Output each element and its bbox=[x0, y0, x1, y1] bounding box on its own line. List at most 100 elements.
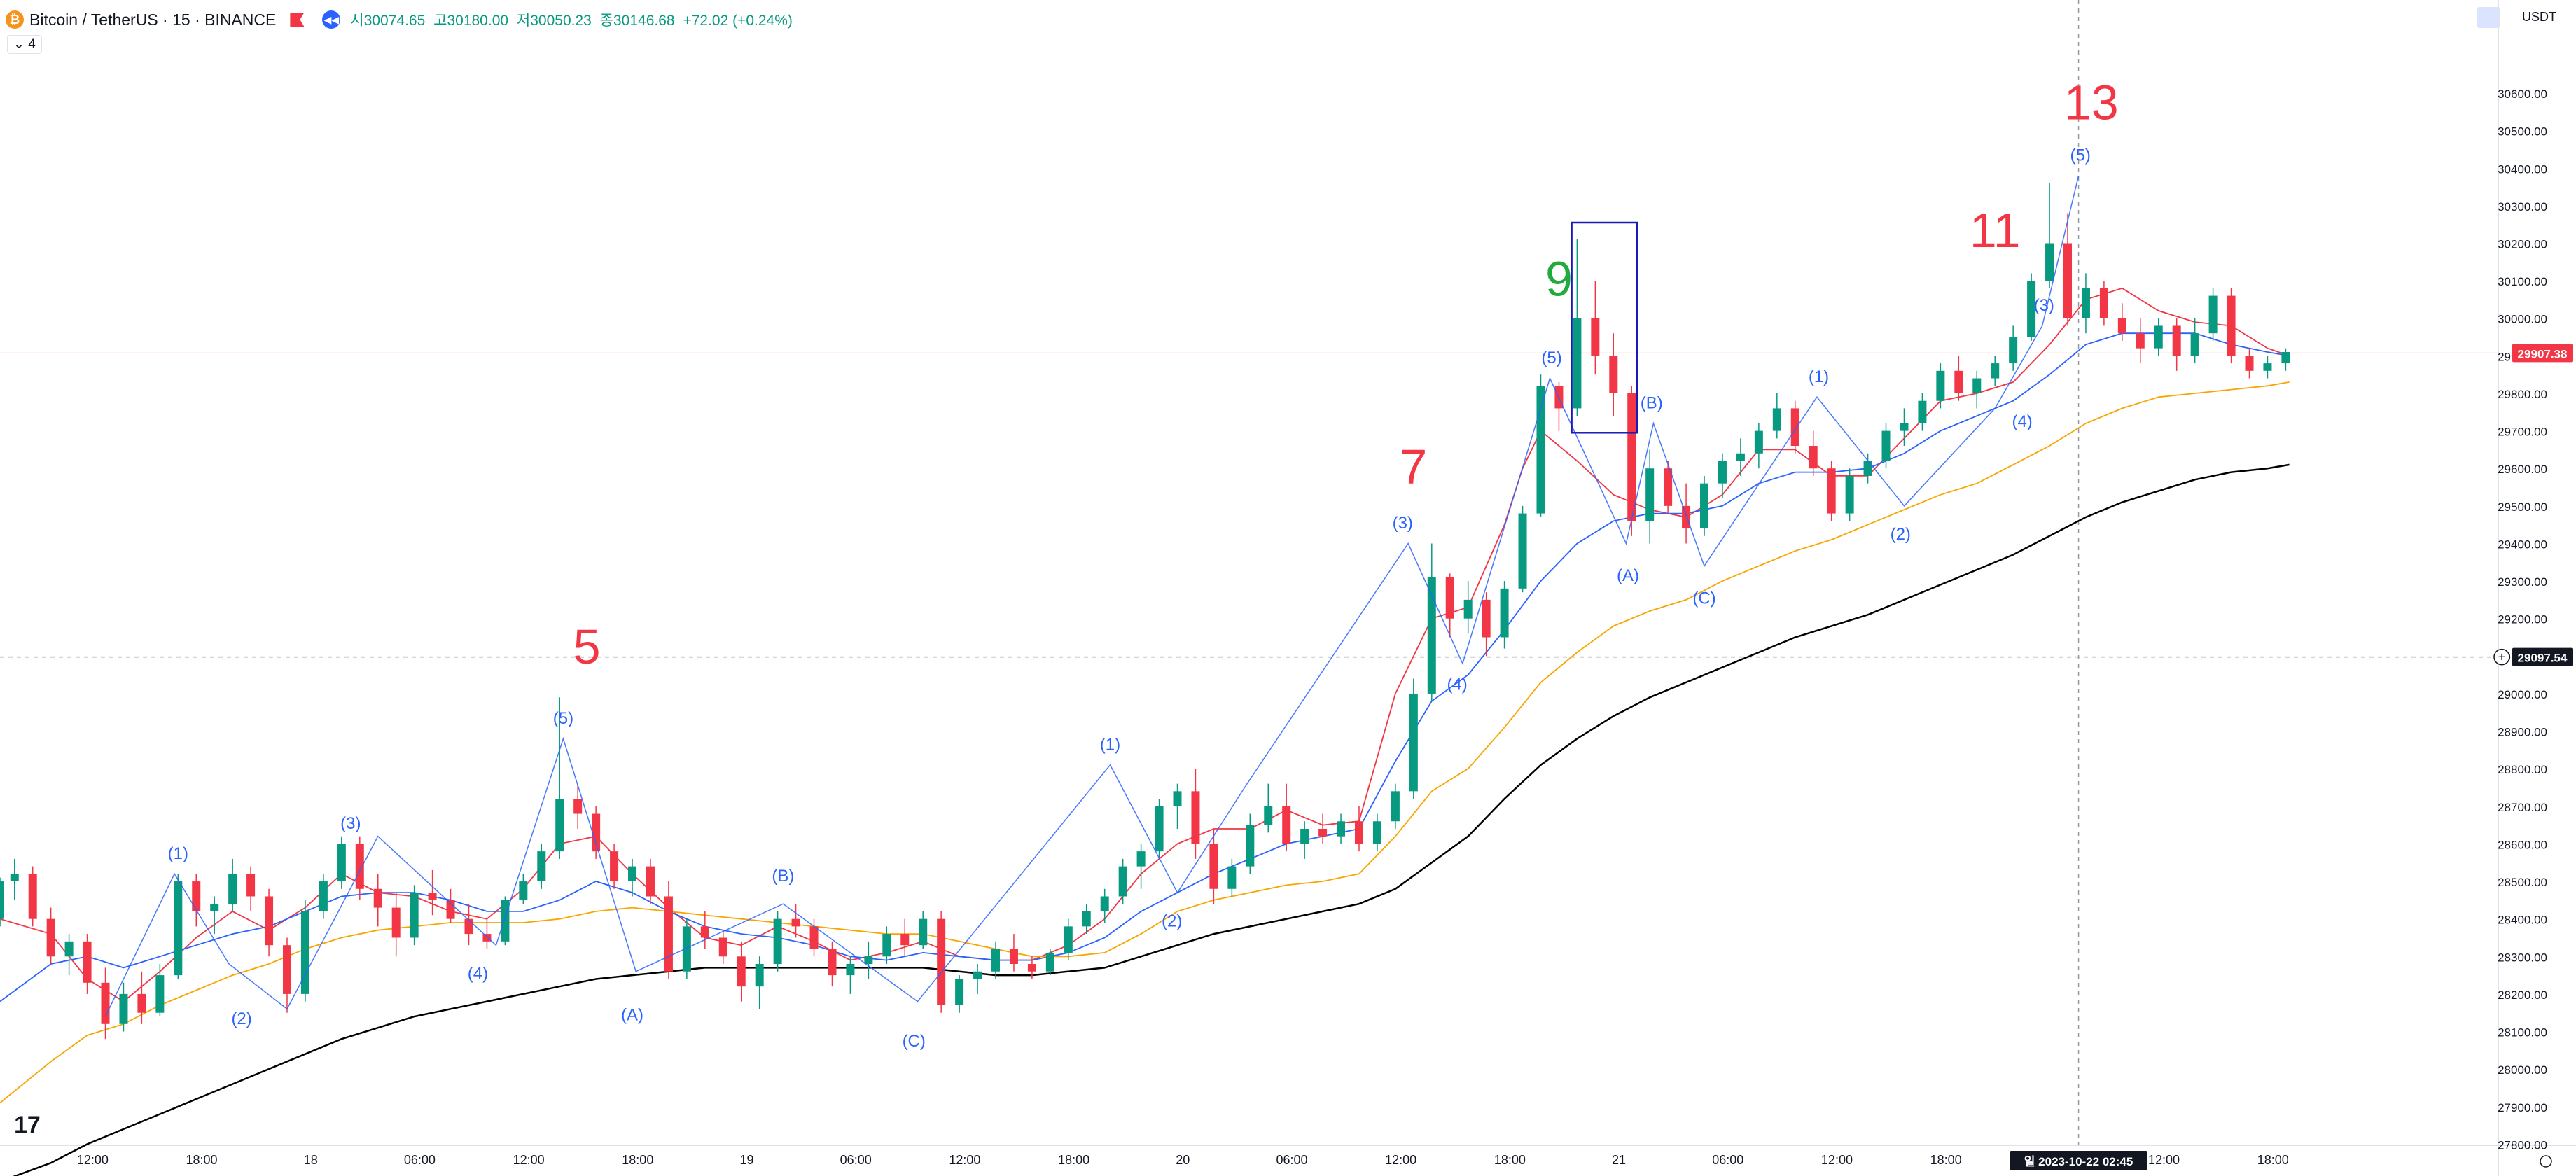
candle-body bbox=[1700, 483, 1709, 529]
x-tick-label: 12:00 bbox=[513, 1153, 545, 1167]
candle-body bbox=[2172, 326, 2181, 356]
candle-body bbox=[1918, 400, 1927, 424]
candle-body bbox=[955, 979, 964, 1005]
candle-body bbox=[1664, 468, 1673, 506]
y-tick-label: 30500.00 bbox=[2498, 125, 2547, 139]
wave-label: (A) bbox=[1617, 566, 1639, 585]
y-tick-label: 28100.00 bbox=[2498, 1026, 2547, 1040]
count-annotation: 9 bbox=[1545, 252, 1573, 307]
change-value: +72.02 (+0.24%) bbox=[683, 13, 793, 29]
wave-label: (B) bbox=[772, 867, 794, 886]
candle-body bbox=[428, 892, 437, 900]
candle-body bbox=[1627, 393, 1636, 522]
candle-body bbox=[246, 874, 256, 897]
candle-body bbox=[2245, 356, 2254, 371]
wave-label: (1) bbox=[168, 844, 188, 863]
y-tick-label: 29500.00 bbox=[2498, 500, 2547, 514]
y-tick-label: 28800.00 bbox=[2498, 763, 2547, 776]
candle-body bbox=[2045, 243, 2054, 281]
y-tick-label: 29200.00 bbox=[2498, 613, 2547, 626]
candle-body bbox=[482, 934, 492, 941]
candle-body bbox=[174, 881, 183, 976]
x-tick-label: 18:00 bbox=[622, 1153, 653, 1167]
wave-label: (1) bbox=[1809, 368, 1829, 386]
candle-body bbox=[755, 964, 764, 987]
y-tick-label: 30400.00 bbox=[2498, 162, 2547, 176]
candle-body bbox=[2027, 281, 2036, 337]
crosshair-time-label: 일 2023-10-22 02:45 bbox=[2024, 1155, 2133, 1168]
candle-body bbox=[610, 851, 619, 882]
x-tick-label: 06:00 bbox=[1712, 1153, 1743, 1167]
y-tick-label: 28700.00 bbox=[2498, 801, 2547, 814]
candle-body bbox=[2190, 333, 2199, 356]
candle-body bbox=[2263, 363, 2272, 371]
open-value: 시30074.65 bbox=[350, 13, 426, 29]
wave-label: (2) bbox=[1162, 911, 1182, 930]
wave-label: (B) bbox=[1641, 393, 1663, 412]
currency-selector[interactable]: USDT bbox=[2522, 10, 2556, 24]
candle-body bbox=[2136, 333, 2145, 349]
y-tick-label: 29000.00 bbox=[2498, 688, 2547, 701]
y-tick-label: 27900.00 bbox=[2498, 1101, 2547, 1114]
candle-body bbox=[1718, 461, 1727, 484]
candle-body bbox=[101, 982, 110, 1024]
candle-body bbox=[1827, 468, 1836, 514]
candle-body bbox=[1337, 821, 1346, 836]
candle-body bbox=[973, 971, 982, 979]
candle-body bbox=[1391, 791, 1400, 822]
x-tick-label: 12:00 bbox=[77, 1153, 109, 1167]
candle-body bbox=[1900, 423, 1909, 431]
candle-body bbox=[2208, 295, 2218, 334]
symbol-title[interactable]: Bitcoin / TetherUS · 15 · BINANCE bbox=[29, 10, 277, 29]
gear-icon bbox=[2540, 1155, 2552, 1168]
candle-body bbox=[1991, 363, 2000, 379]
count-annotation: 11 bbox=[1970, 203, 2021, 258]
y-tick-label: 27800.00 bbox=[2498, 1138, 2547, 1152]
candle-body bbox=[1591, 318, 1600, 356]
candle-body bbox=[1863, 461, 1872, 476]
candle-body bbox=[1936, 370, 1945, 401]
x-tick-label: 12:00 bbox=[2148, 1153, 2180, 1167]
replay-icon[interactable]: ◀◀ bbox=[322, 10, 341, 29]
candle-body bbox=[1754, 430, 1763, 454]
candle-body bbox=[410, 892, 419, 938]
y-tick-label: 30300.00 bbox=[2498, 200, 2547, 214]
candle-body bbox=[137, 993, 146, 1013]
candle-body bbox=[519, 881, 528, 900]
candle-body bbox=[1772, 408, 1781, 431]
candle-body bbox=[900, 934, 910, 946]
x-tick-label: 18 bbox=[304, 1153, 318, 1167]
wave-label: (4) bbox=[468, 964, 488, 983]
candle-body bbox=[555, 799, 564, 852]
y-tick-label: 29300.00 bbox=[2498, 575, 2547, 589]
candle-body bbox=[1536, 386, 1545, 514]
candle-body bbox=[28, 874, 37, 919]
indicators-toggle[interactable]: ⌄ 4 bbox=[7, 35, 42, 54]
count-annotation: 5 bbox=[573, 620, 601, 674]
candle-body bbox=[1518, 513, 1527, 589]
screenshot-button[interactable] bbox=[2477, 7, 2500, 28]
x-tick-label: 18:00 bbox=[186, 1153, 218, 1167]
candle-body bbox=[319, 881, 328, 911]
candle-body bbox=[700, 926, 709, 938]
candle-body bbox=[2009, 337, 2018, 364]
candle-body bbox=[300, 911, 309, 994]
count-annotation: 7 bbox=[1400, 440, 1427, 494]
candle-body bbox=[2117, 318, 2126, 334]
wave-label: (5) bbox=[1541, 349, 1561, 368]
candle-body bbox=[1809, 446, 1818, 469]
wave-label: (4) bbox=[1447, 676, 1467, 694]
flag-icon[interactable] bbox=[290, 13, 305, 27]
ohlc-values: 시30074.65 고30180.00 저30050.23 종30146.68 … bbox=[350, 9, 797, 30]
x-tick-label: 06:00 bbox=[404, 1153, 436, 1167]
candle-body bbox=[864, 956, 873, 965]
candle-body bbox=[391, 907, 401, 938]
candle-body bbox=[1064, 926, 1073, 953]
moving-average-line bbox=[0, 287, 2290, 1002]
candle-body bbox=[2081, 288, 2090, 318]
wave-label: (2) bbox=[231, 1009, 251, 1028]
candle-body bbox=[1736, 453, 1745, 461]
y-tick-label: 28300.00 bbox=[2498, 951, 2547, 964]
y-tick-label: 30600.00 bbox=[2498, 88, 2547, 101]
